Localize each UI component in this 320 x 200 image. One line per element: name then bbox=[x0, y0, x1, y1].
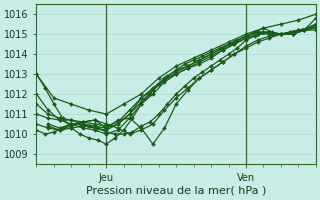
X-axis label: Pression niveau de la mer( hPa ): Pression niveau de la mer( hPa ) bbox=[86, 186, 266, 196]
